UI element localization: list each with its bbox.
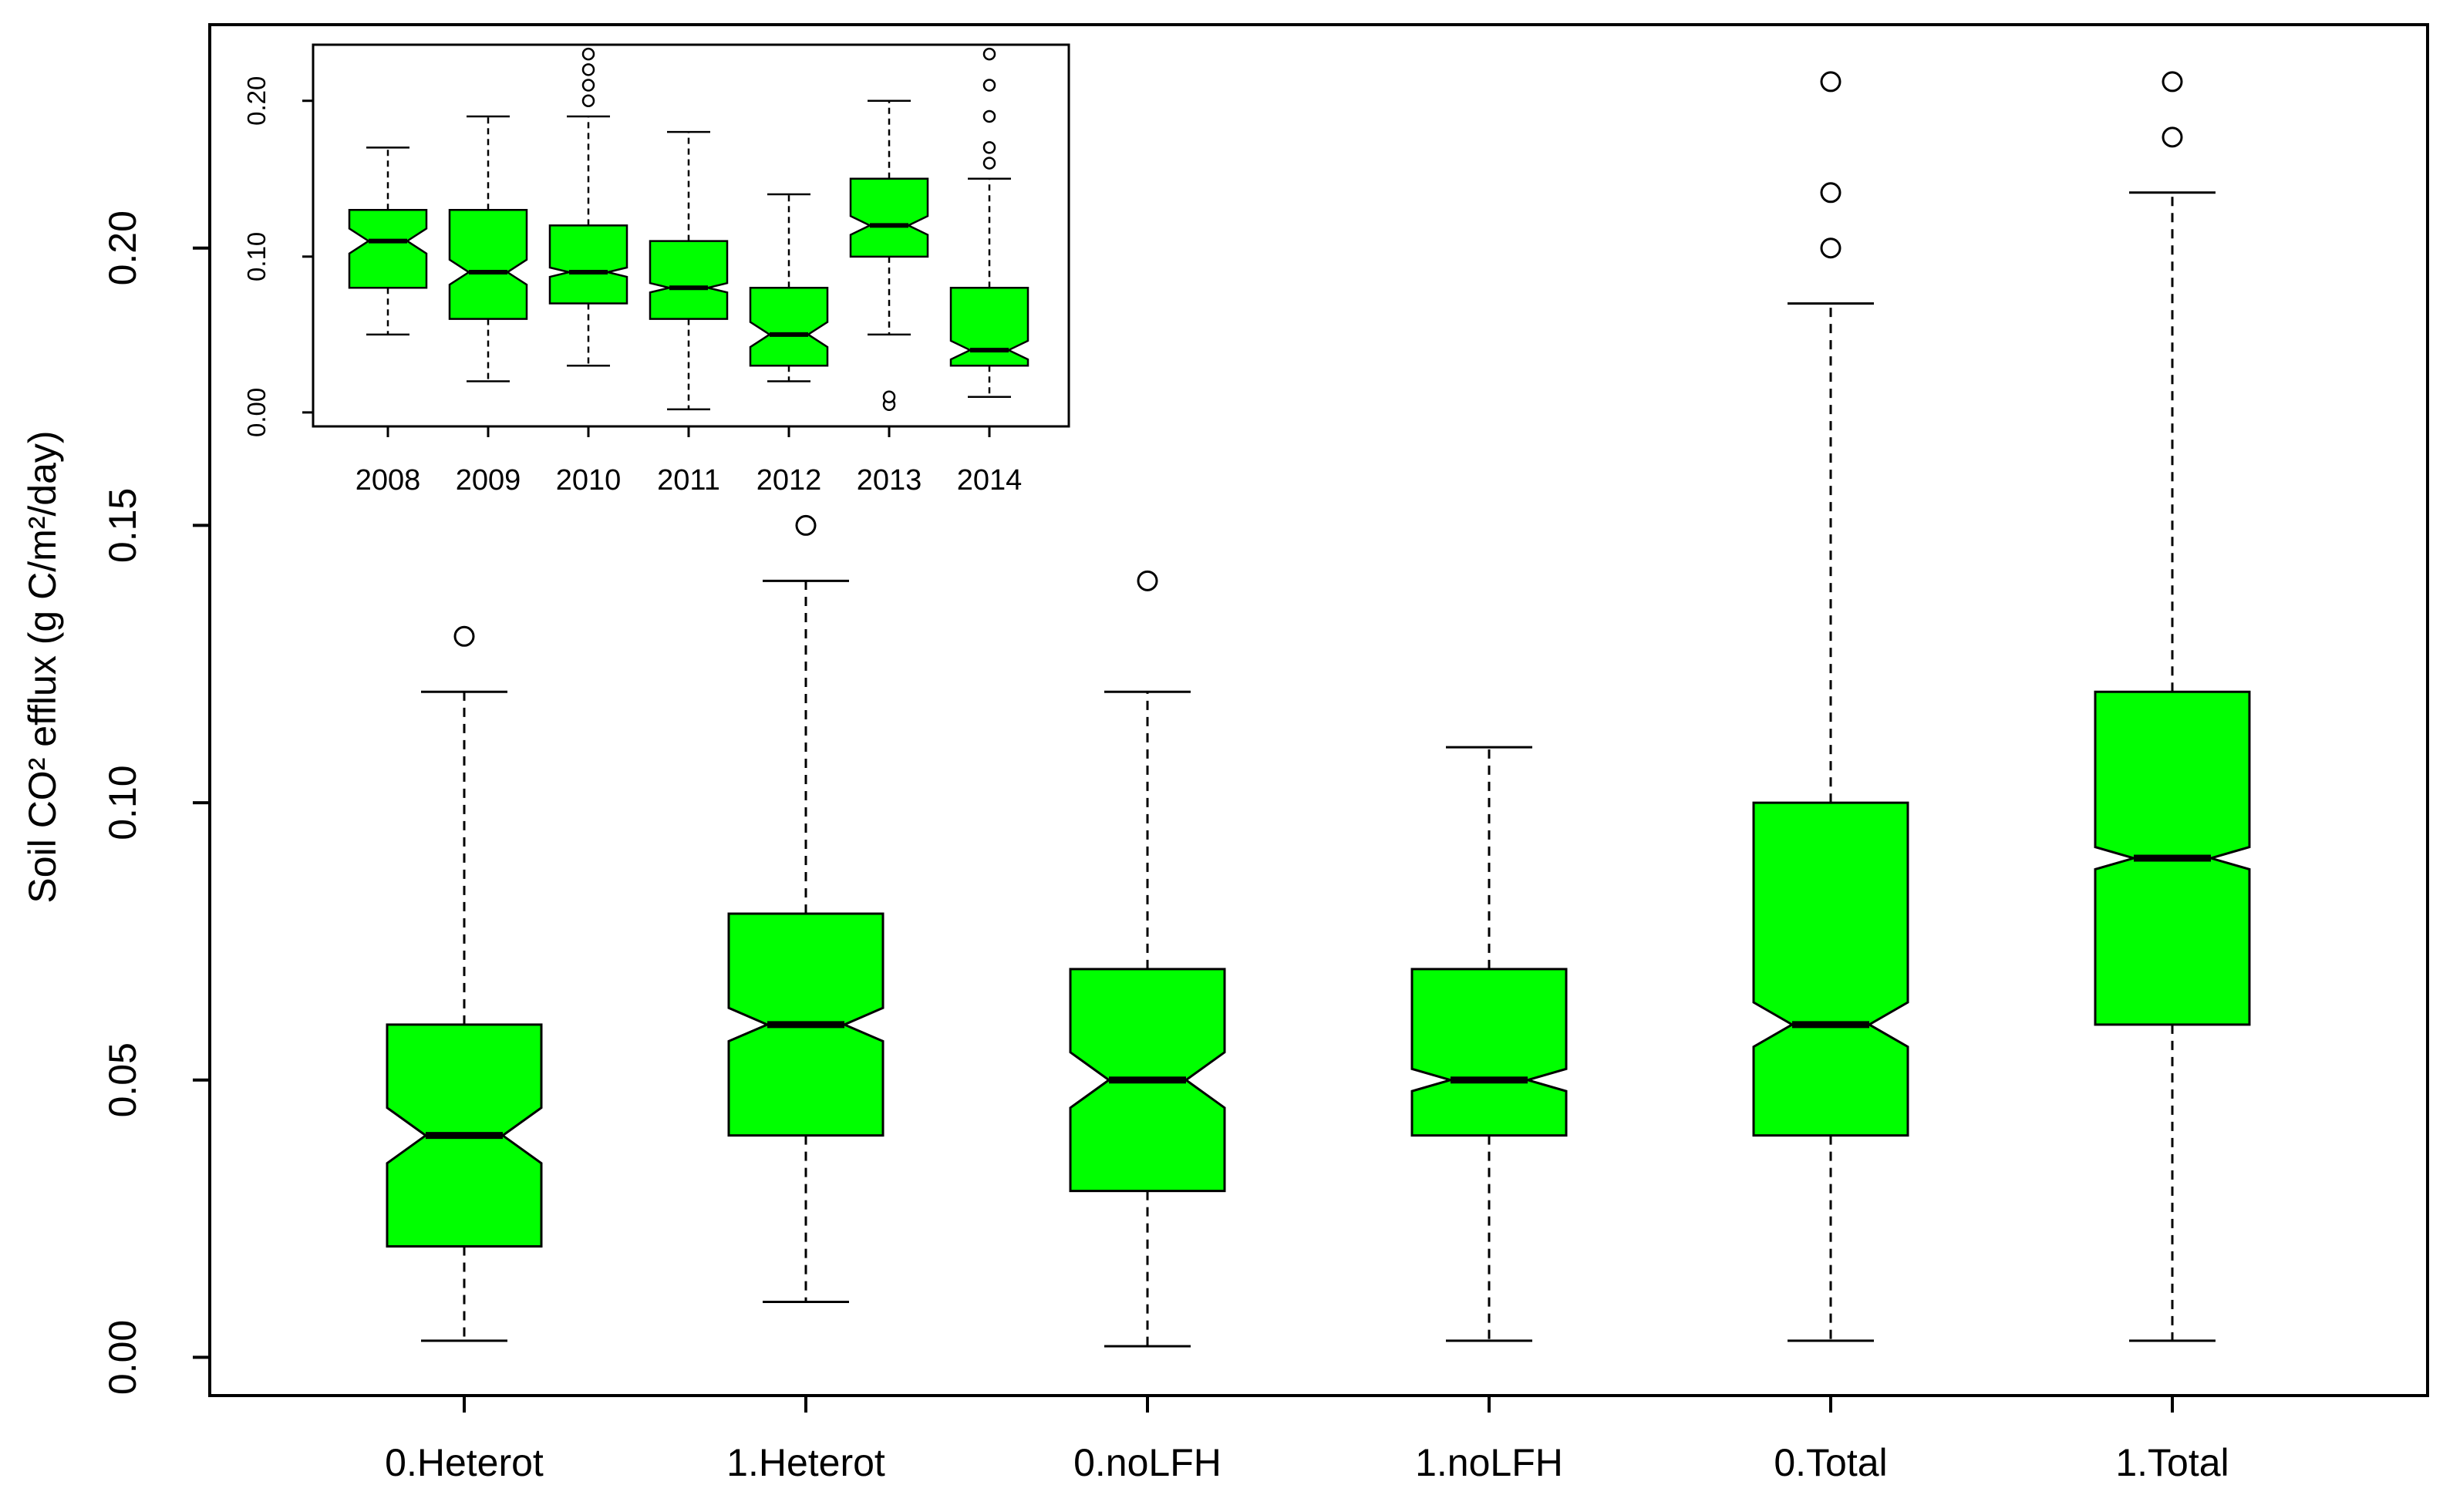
inset-y-tick-label: 0.20 bbox=[242, 76, 271, 126]
inset-outlier-point bbox=[982, 79, 996, 92]
outlier-point bbox=[453, 625, 475, 647]
outlier-point bbox=[2162, 126, 2183, 148]
x-tick-label: 1.Total bbox=[2115, 1441, 2229, 1484]
inset-box-group bbox=[649, 130, 729, 411]
outlier-point bbox=[1137, 570, 1158, 591]
inset-box-group bbox=[849, 99, 929, 412]
box-group bbox=[1069, 570, 1226, 1348]
inset-box-group bbox=[749, 193, 829, 382]
inset-plot: 0.00 0.10 0.20 2008 2009 2010 2011 2012 2013 2014 bbox=[242, 43, 1070, 497]
inset-outlier-point bbox=[982, 157, 996, 170]
inset-box-body bbox=[849, 177, 929, 258]
inset-outlier-point bbox=[581, 94, 595, 107]
box-group bbox=[1410, 746, 1568, 1342]
box-group bbox=[1752, 71, 1909, 1342]
main-plot: 0.00 0.05 0.10 0.15 0.20 0.Heterot 1.Heterot 0.… bbox=[101, 23, 2429, 1484]
inset-box-body bbox=[348, 208, 428, 289]
outlier-point bbox=[2162, 71, 2183, 93]
inset-y-tick-label: 0.00 bbox=[242, 388, 271, 437]
inset-x-tick-label: 2013 bbox=[857, 464, 922, 497]
y-tick-label: 0.00 bbox=[101, 1320, 144, 1395]
inset-outlier-point bbox=[982, 47, 996, 61]
inset-plot-frame bbox=[312, 43, 1070, 428]
inset-box-body bbox=[649, 240, 729, 320]
outlier-point bbox=[1820, 237, 1842, 259]
x-tick-label: 0.Total bbox=[1774, 1441, 1887, 1484]
box-body bbox=[1410, 968, 1568, 1137]
y-axis-label: Soil CO² efflux (g C/m²/day) bbox=[21, 430, 64, 903]
inset-x-tick-label: 2012 bbox=[756, 464, 822, 497]
inset-x-tick-label: 2009 bbox=[456, 464, 521, 497]
x-tick-label: 1.noLFH bbox=[1415, 1441, 1563, 1484]
inset-x-tick-label: 2011 bbox=[657, 464, 720, 497]
inset-box-body bbox=[949, 286, 1029, 367]
inset-box-body bbox=[548, 224, 628, 305]
box-group bbox=[2094, 71, 2251, 1342]
inset-box-body bbox=[448, 208, 528, 320]
y-tick-label: 0.20 bbox=[101, 210, 144, 285]
inset-box-group bbox=[348, 146, 428, 336]
y-tick-label: 0.10 bbox=[101, 765, 144, 840]
inset-x-tick-label: 2014 bbox=[957, 464, 1023, 497]
inset-x-tick-label: 2010 bbox=[556, 464, 622, 497]
inset-outlier-point bbox=[882, 390, 896, 403]
inset-box-group bbox=[949, 47, 1029, 398]
x-tick-label: 0.Heterot bbox=[385, 1441, 544, 1484]
inset-x-tick-label: 2008 bbox=[355, 464, 421, 497]
inset-y-tick-label: 0.10 bbox=[242, 232, 271, 281]
box-body bbox=[1752, 801, 1909, 1137]
inset-outlier-point bbox=[982, 141, 996, 154]
inset-box-body bbox=[749, 286, 829, 367]
inset-outlier-point bbox=[581, 63, 595, 76]
outlier-point bbox=[1820, 182, 1842, 204]
outlier-point bbox=[795, 514, 817, 536]
y-tick-label: 0.15 bbox=[101, 488, 144, 563]
plot-frame bbox=[208, 23, 2429, 1397]
x-tick-label: 0.noLFH bbox=[1073, 1441, 1222, 1484]
inset-outlier-point bbox=[581, 47, 595, 61]
inset-box-group bbox=[548, 47, 628, 367]
y-tick-label: 0.05 bbox=[101, 1042, 144, 1117]
inset-outlier-point bbox=[581, 79, 595, 92]
box-group bbox=[386, 625, 543, 1342]
x-tick-label: 1.Heterot bbox=[726, 1441, 885, 1484]
inset-outlier-point bbox=[982, 109, 996, 123]
box-group bbox=[727, 514, 885, 1303]
outlier-point bbox=[1820, 71, 1842, 93]
inset-box-group bbox=[448, 115, 528, 382]
